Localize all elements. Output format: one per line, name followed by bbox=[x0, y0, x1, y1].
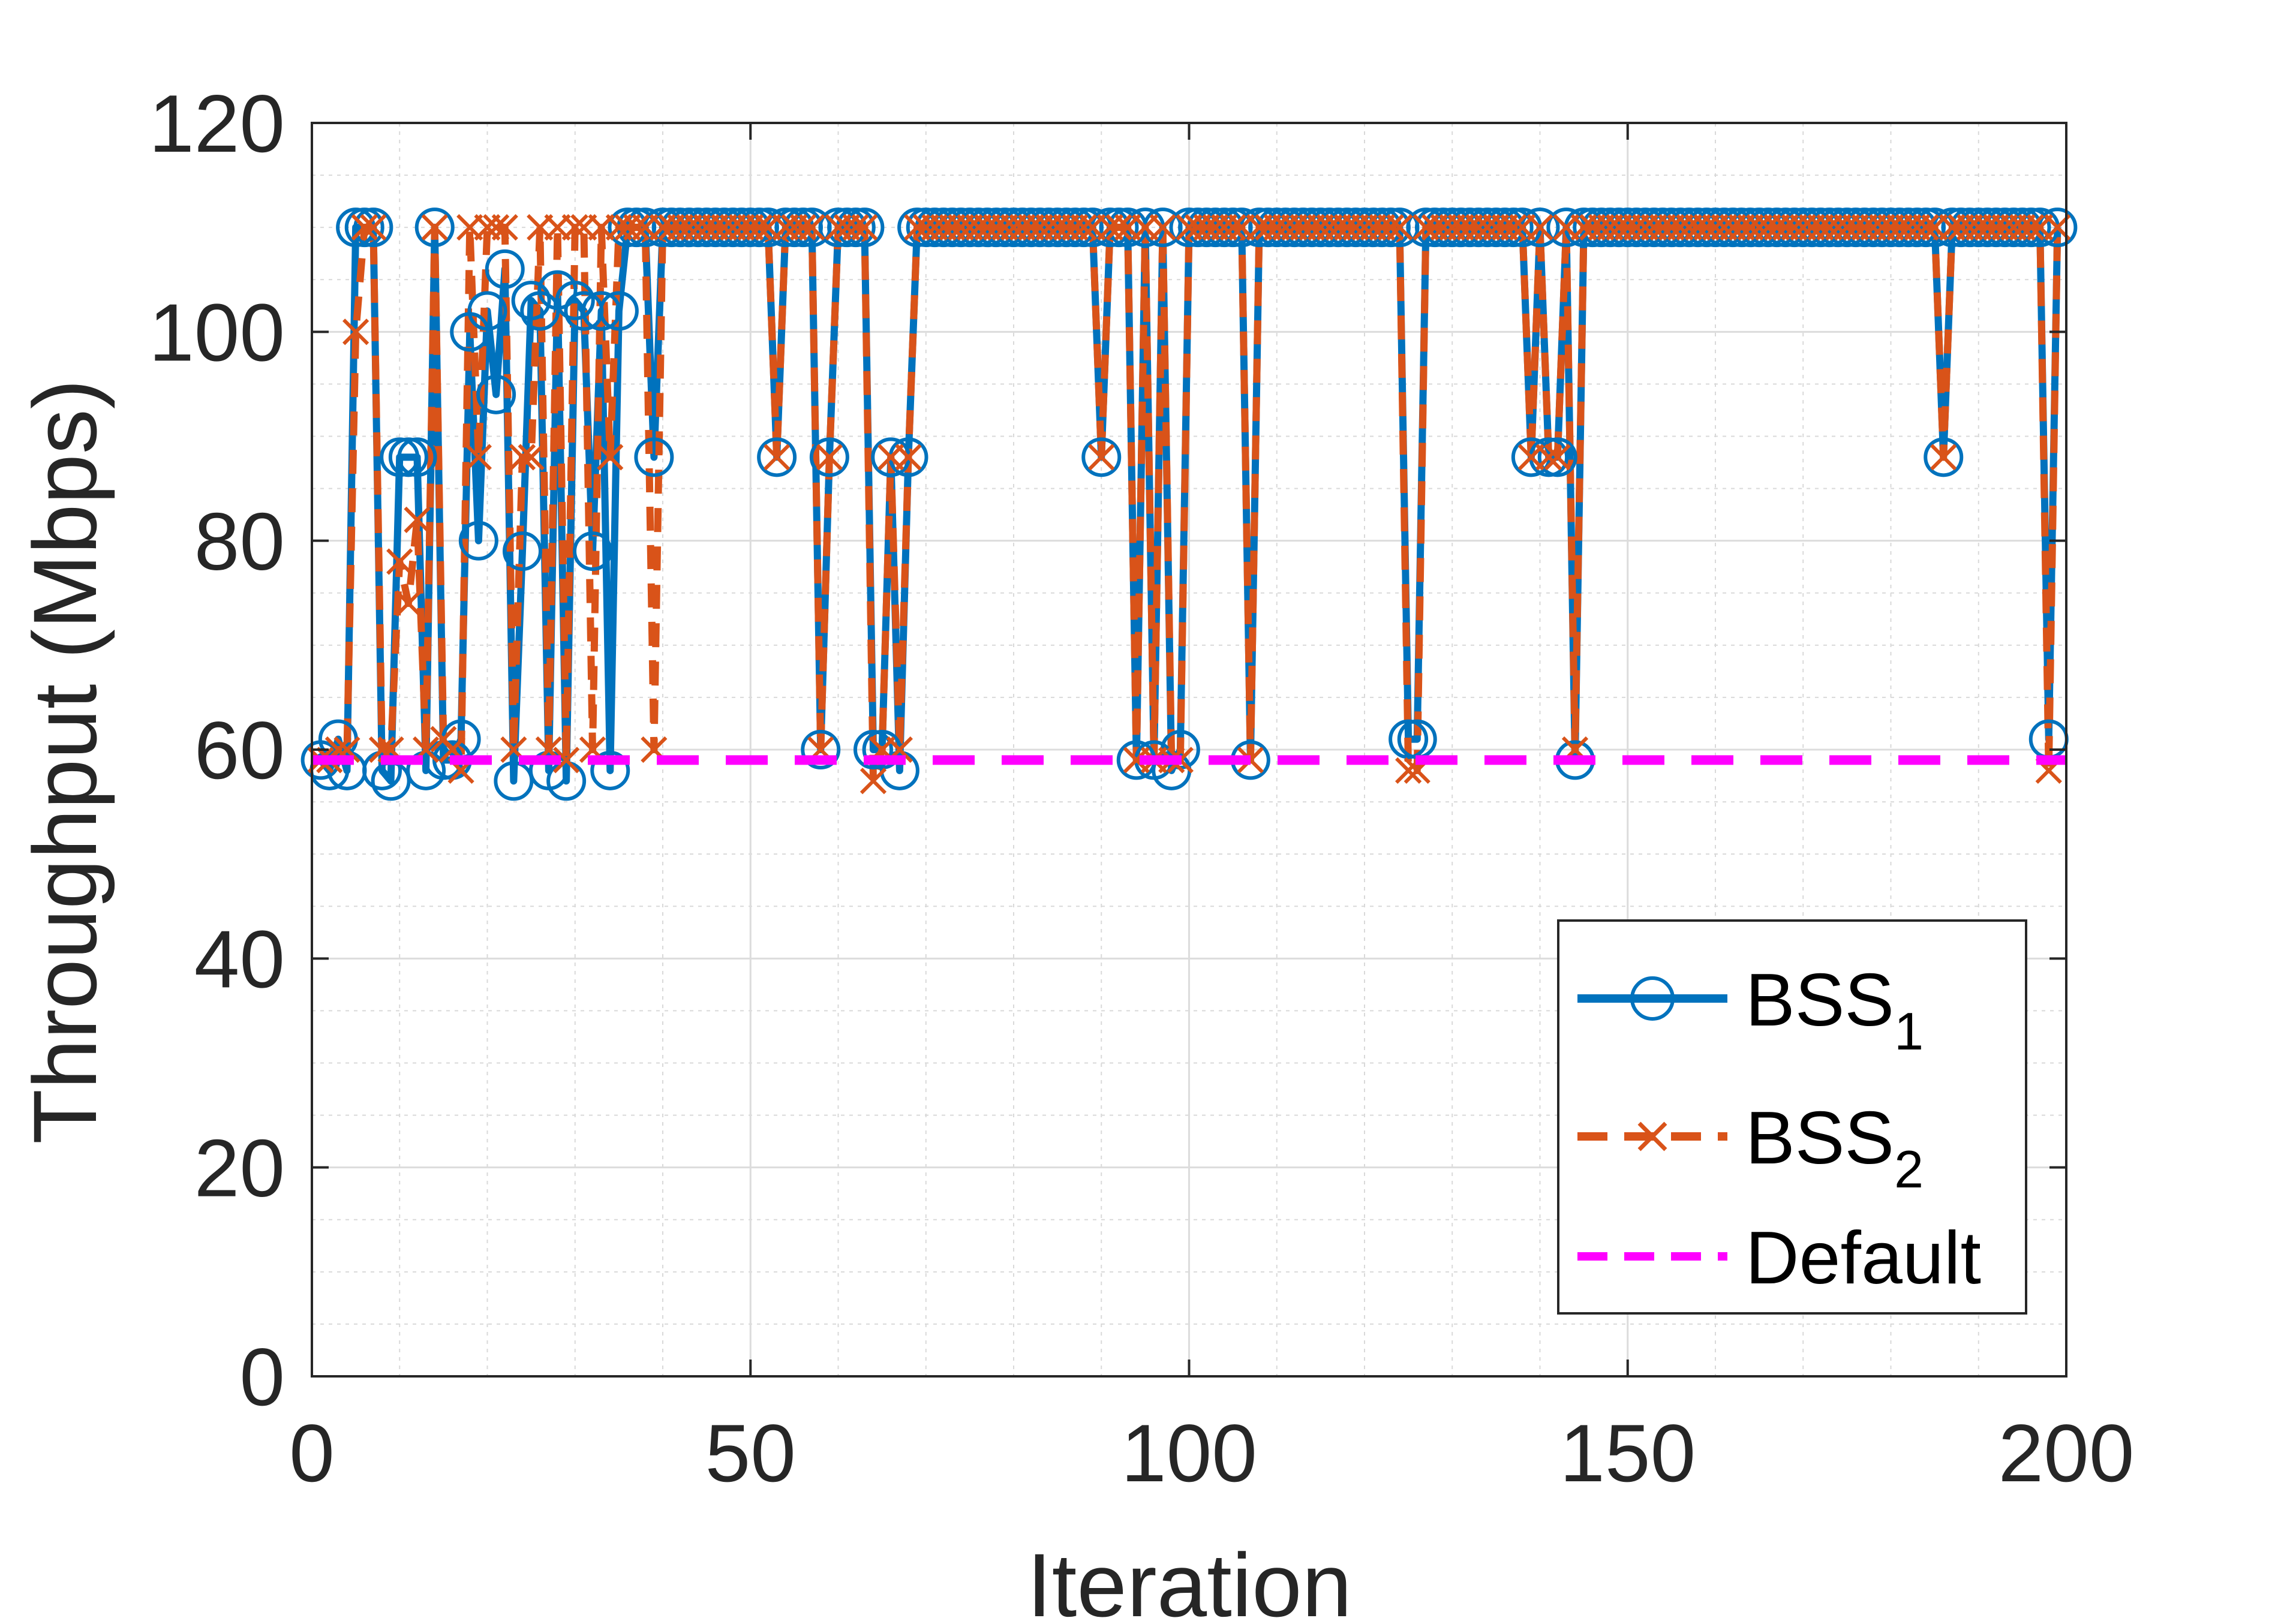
marker-bss2 bbox=[561, 214, 588, 241]
x-tick-label: 100 bbox=[1121, 1408, 1257, 1499]
legend-entry-bss1: BSS1 bbox=[1577, 959, 1924, 1061]
legend-marker-bss2 bbox=[1637, 1121, 1667, 1151]
marker-bss1 bbox=[458, 521, 498, 561]
marker-bss1 bbox=[555, 281, 595, 321]
legend-entry-default: Default bbox=[1577, 1217, 1981, 1300]
y-tick-labels: 0 20 40 60 80 100 120 bbox=[149, 78, 285, 1422]
marker-bss1 bbox=[1081, 437, 1122, 477]
x-tick-label: 50 bbox=[705, 1408, 796, 1499]
marker-bss2 bbox=[342, 318, 369, 345]
marker-bss2 bbox=[1088, 444, 1115, 471]
marker-bss1 bbox=[809, 437, 849, 477]
marker-bss2 bbox=[1219, 214, 1246, 241]
marker-bss2 bbox=[395, 590, 422, 617]
legend: BSS1 BSS2 Default bbox=[1557, 919, 2027, 1315]
marker-bss1 bbox=[467, 291, 507, 331]
marker-bss2 bbox=[465, 444, 492, 471]
y-tick-label: 60 bbox=[194, 705, 285, 796]
legend-label-default: Default bbox=[1745, 1217, 1981, 1300]
marker-bss2 bbox=[859, 768, 887, 795]
marker-bss2 bbox=[816, 444, 843, 471]
marker-bss1 bbox=[1924, 437, 1964, 477]
marker-bss1 bbox=[581, 291, 621, 331]
marker-bss2 bbox=[518, 444, 545, 471]
x-tick-label: 0 bbox=[289, 1408, 335, 1499]
legend-label-bss1: BSS1 bbox=[1745, 959, 1924, 1061]
marker-bss2 bbox=[491, 214, 518, 241]
marker-bss2 bbox=[351, 214, 378, 241]
marker-bss2 bbox=[404, 506, 431, 533]
marker-bss2 bbox=[1535, 444, 1562, 471]
marker-bss1 bbox=[353, 207, 393, 248]
plot-area bbox=[300, 207, 2078, 801]
marker-bss2 bbox=[553, 747, 580, 774]
marker-bss1 bbox=[853, 730, 893, 769]
marker-bss1 bbox=[485, 249, 525, 289]
marker-bss1 bbox=[397, 437, 437, 477]
marker-bss2 bbox=[2018, 214, 2045, 241]
legend-entry-bss2: BSS2 bbox=[1577, 1097, 1924, 1199]
marker-bss1 bbox=[590, 750, 630, 790]
legend-label-bss2: BSS2 bbox=[1745, 1097, 1924, 1199]
marker-bss1 bbox=[573, 531, 612, 572]
marker-bss2 bbox=[1500, 214, 1527, 241]
marker-bss2 bbox=[1930, 444, 1957, 471]
marker-bss2 bbox=[509, 444, 536, 471]
marker-bss2 bbox=[895, 444, 922, 471]
legend-x-marker bbox=[1637, 1121, 1667, 1151]
marker-bss2 bbox=[1149, 214, 1176, 241]
marker-bss1 bbox=[344, 207, 384, 248]
marker-bss2 bbox=[1070, 214, 1098, 241]
x-tick-label: 150 bbox=[1559, 1408, 1696, 1499]
marker-bss1 bbox=[414, 207, 455, 248]
marker-bss1 bbox=[757, 437, 797, 477]
marker-bss1 bbox=[476, 374, 516, 414]
marker-bss2 bbox=[386, 548, 413, 575]
y-tick-label: 120 bbox=[149, 78, 285, 169]
marker-bss1 bbox=[1537, 437, 1577, 477]
marker-bss2 bbox=[421, 214, 448, 241]
marker-bss2 bbox=[1377, 214, 1405, 241]
legend-marker-bss1 bbox=[1630, 976, 1675, 1021]
marker-bss2 bbox=[483, 214, 510, 241]
marker-bss1 bbox=[511, 281, 551, 321]
marker-bss2 bbox=[798, 214, 825, 241]
marker-bss2 bbox=[789, 214, 817, 241]
marker-bss1 bbox=[380, 437, 420, 477]
marker-bss1 bbox=[599, 291, 639, 331]
marker-bss1 bbox=[801, 730, 841, 769]
series-layer bbox=[300, 207, 2078, 801]
marker-bss1 bbox=[362, 750, 402, 790]
marker-bss2 bbox=[1105, 214, 1132, 241]
marker-bss1 bbox=[494, 761, 534, 801]
marker-bss2 bbox=[764, 444, 791, 471]
marker-bss2 bbox=[1912, 214, 1940, 241]
marker-bss2 bbox=[360, 214, 387, 241]
y-tick-label: 20 bbox=[194, 1123, 285, 1214]
x-tick-label: 200 bbox=[1998, 1408, 2135, 1499]
x-axis-label: Iteration bbox=[1027, 1535, 1352, 1624]
y-tick-label: 0 bbox=[239, 1331, 285, 1422]
marker-bss1 bbox=[546, 761, 587, 801]
marker-bss1 bbox=[388, 437, 428, 477]
y-tick-label: 80 bbox=[194, 496, 285, 587]
marker-bss2 bbox=[597, 444, 624, 471]
marker-bss2 bbox=[851, 214, 878, 241]
marker-bss2 bbox=[1526, 214, 1553, 241]
y-tick-label: 100 bbox=[149, 287, 285, 378]
marker-bss2 bbox=[1544, 444, 1571, 471]
y-tick-label: 40 bbox=[194, 913, 285, 1005]
marker-bss2 bbox=[623, 214, 650, 241]
marker-bss1 bbox=[634, 437, 674, 477]
marker-bss1 bbox=[1389, 719, 1429, 759]
x-tick-labels: 0 50 100 150 200 bbox=[289, 1408, 2134, 1499]
marker-bss1 bbox=[1099, 207, 1139, 248]
marker-bss2 bbox=[746, 214, 773, 241]
marker-bss2 bbox=[1386, 214, 1413, 241]
axis-ticks bbox=[311, 122, 2067, 1378]
marker-bss2 bbox=[842, 214, 869, 241]
y-axis-label: Throughput (Mbps) bbox=[14, 379, 115, 1144]
marker-bss1 bbox=[503, 531, 542, 572]
